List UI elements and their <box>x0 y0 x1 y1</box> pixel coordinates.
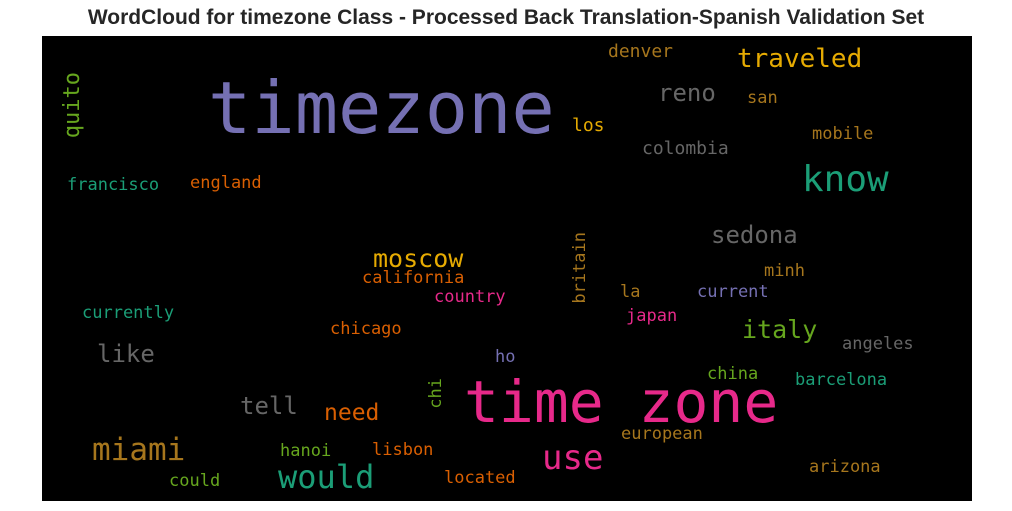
cloud-word-located: located <box>444 470 516 487</box>
cloud-word-chi: chi <box>428 378 445 409</box>
cloud-word-tell: tell <box>240 394 298 418</box>
cloud-word-los: los <box>572 117 605 135</box>
cloud-word-currently: currently <box>82 305 174 322</box>
cloud-word-arizona: arizona <box>809 459 881 476</box>
cloud-word-denver: denver <box>608 43 673 61</box>
cloud-word-japan: japan <box>626 308 677 325</box>
cloud-word-francisco: francisco <box>67 177 159 194</box>
cloud-word-sedona: sedona <box>711 223 798 247</box>
chart-title: WordCloud for timezone Class - Processed… <box>0 6 1012 30</box>
cloud-word-hanoi: hanoi <box>280 443 331 460</box>
cloud-word-traveled: traveled <box>737 46 862 72</box>
cloud-word-california: california <box>362 270 464 287</box>
cloud-word-european: european <box>621 426 703 443</box>
cloud-word-know: know <box>802 162 889 198</box>
cloud-word-england: england <box>190 175 262 192</box>
cloud-word-la: la <box>620 284 640 301</box>
cloud-word-need: need <box>324 402 379 425</box>
cloud-word-would: would <box>278 461 374 493</box>
cloud-word-barcelona: barcelona <box>795 372 887 389</box>
word-cloud: timezone time zone know would use miami travel… <box>42 36 972 501</box>
cloud-word-lisbon: lisbon <box>372 442 433 459</box>
cloud-word-current: current <box>697 284 769 301</box>
cloud-word-angeles: angeles <box>842 336 914 353</box>
cloud-word-britain: britain <box>572 232 589 304</box>
cloud-word-italy: italy <box>742 317 817 342</box>
cloud-word-san: san <box>747 90 778 107</box>
cloud-word-ho: ho <box>495 349 515 366</box>
cloud-word-like: like <box>97 342 155 366</box>
cloud-word-use: use <box>542 441 603 475</box>
cloud-word-colombia: colombia <box>642 140 729 158</box>
cloud-word-mobile: mobile <box>812 126 873 143</box>
cloud-word-country: country <box>434 289 506 306</box>
cloud-word-could: could <box>169 473 220 490</box>
cloud-word-reno: reno <box>658 81 716 105</box>
cloud-word-timezone: timezone <box>208 72 555 144</box>
cloud-word-minh: minh <box>764 263 805 280</box>
cloud-word-chicago: chicago <box>330 321 402 338</box>
cloud-word-quito: quito <box>62 72 84 138</box>
cloud-word-china: china <box>707 366 758 383</box>
cloud-word-miami: miami <box>92 435 185 466</box>
